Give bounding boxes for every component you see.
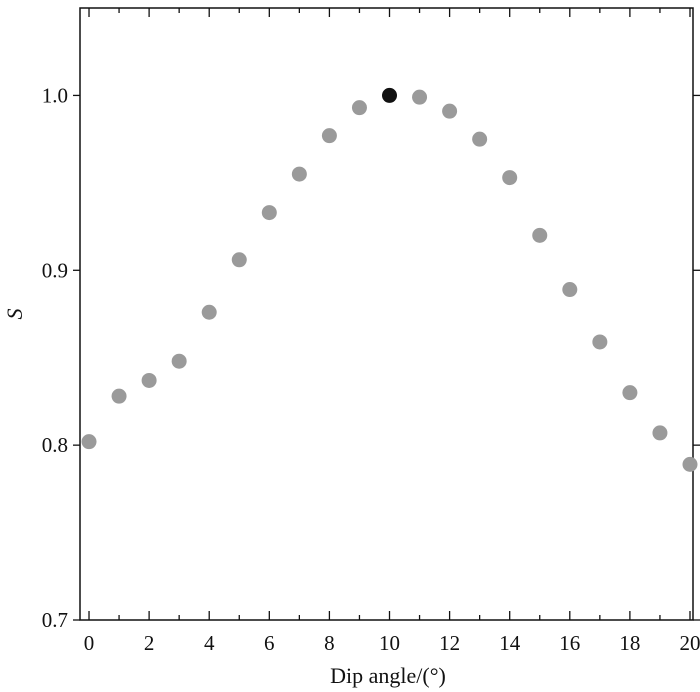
data-point xyxy=(351,100,367,116)
x-tick-label: 18 xyxy=(619,631,640,655)
data-point xyxy=(652,425,668,441)
data-point xyxy=(111,388,127,404)
plot-frame xyxy=(79,7,694,621)
data-point xyxy=(592,334,608,350)
data-point xyxy=(321,128,337,144)
data-point xyxy=(532,227,548,243)
x-tick-label: 16 xyxy=(559,631,580,655)
data-point xyxy=(472,131,488,147)
y-tick-label: 1.0 xyxy=(42,83,68,107)
y-tick-label: 0.7 xyxy=(42,608,68,632)
x-axis-title: Dip angle/(°) xyxy=(330,663,446,688)
x-tick-label: 10 xyxy=(379,631,400,655)
data-point xyxy=(141,372,157,388)
data-point xyxy=(291,166,307,182)
x-tick-label: 20 xyxy=(679,631,700,655)
data-point xyxy=(622,385,638,401)
x-tick-label: 8 xyxy=(324,631,335,655)
data-point xyxy=(442,103,458,119)
y-axis-title: S xyxy=(2,309,27,320)
data-point xyxy=(201,304,217,320)
x-tick-label: 12 xyxy=(439,631,460,655)
data-point xyxy=(171,353,187,369)
x-tick-label: 6 xyxy=(264,631,275,655)
data-point xyxy=(231,252,247,268)
axis-tick-labels: 0 2 4 6 8 10 12 14 16 18 20 0.7 0.8 0.9 1.0 xyxy=(42,83,700,655)
data-point xyxy=(562,282,578,298)
data-point xyxy=(412,89,428,105)
y-tick-label: 0.8 xyxy=(42,433,68,457)
x-tick-label: 4 xyxy=(204,631,215,655)
data-point xyxy=(502,170,518,186)
x-tick-label: 2 xyxy=(144,631,155,655)
axis-ticks xyxy=(73,8,700,621)
data-point xyxy=(261,205,277,221)
data-point xyxy=(81,434,97,450)
data-points xyxy=(81,87,698,472)
x-tick-label: 0 xyxy=(84,631,95,655)
x-tick-label: 14 xyxy=(499,631,521,655)
highlighted-data-point xyxy=(382,87,398,103)
data-point xyxy=(682,456,698,472)
y-tick-label: 0.9 xyxy=(42,258,68,282)
